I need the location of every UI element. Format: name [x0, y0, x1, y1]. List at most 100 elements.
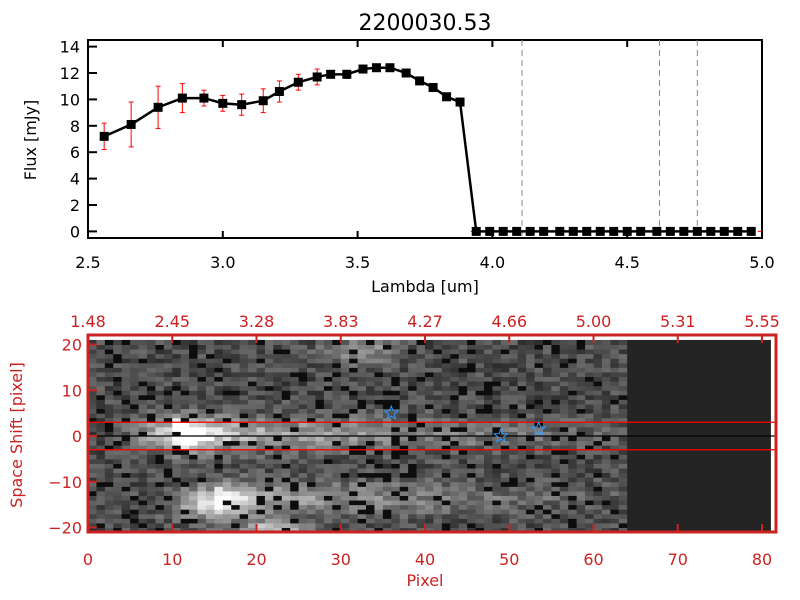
image-pixel	[197, 399, 207, 405]
image-pixel	[146, 472, 156, 478]
image-pixel	[669, 500, 679, 506]
image-pixel	[307, 454, 316, 460]
image-pixel	[425, 422, 434, 428]
image-pixel	[88, 362, 97, 368]
image-pixel	[534, 376, 544, 382]
image-pixel	[433, 371, 443, 378]
image-pixel	[155, 518, 165, 524]
image-pixel	[433, 344, 443, 350]
image-pixel	[745, 472, 755, 478]
image-pixel	[753, 358, 763, 364]
image-pixel	[660, 408, 670, 414]
image-pixel	[130, 495, 140, 501]
image-pixel	[635, 513, 645, 519]
image-pixel	[753, 504, 763, 510]
image-pixel	[644, 522, 653, 528]
image-pixel	[416, 376, 426, 382]
image-pixel	[652, 436, 662, 442]
image-pixel	[155, 481, 165, 487]
image-pixel	[273, 518, 283, 524]
image-pixel	[104, 381, 114, 387]
image-pixel	[391, 390, 401, 396]
image-pixel	[660, 472, 670, 478]
image-pixel	[475, 417, 485, 423]
image-pixel	[753, 371, 763, 378]
image-pixel	[374, 399, 384, 405]
image-pixel	[172, 349, 182, 355]
image-pixel	[256, 353, 266, 359]
image-pixel	[399, 449, 409, 455]
image-pixel	[425, 500, 434, 506]
image-pixel	[542, 495, 552, 501]
image-pixel	[517, 358, 527, 364]
image-pixel	[197, 381, 207, 387]
image-pixel	[576, 472, 586, 478]
image-pixel	[542, 513, 552, 519]
image-pixel	[281, 426, 291, 432]
image-pixel	[96, 399, 106, 405]
image-pixel	[172, 518, 182, 524]
image-pixel	[644, 426, 653, 432]
image-pixel	[585, 408, 594, 414]
image-pixel	[349, 381, 359, 387]
image-pixel	[652, 358, 662, 364]
image-pixel	[205, 490, 215, 496]
image-pixel	[425, 495, 434, 501]
image-pixel	[534, 472, 544, 478]
image-pixel	[660, 422, 670, 428]
image-pixel	[205, 477, 215, 483]
image-pixel	[669, 413, 679, 419]
image-pixel	[736, 339, 746, 345]
image-pixel	[509, 408, 519, 414]
image-pixel	[374, 463, 384, 469]
image-pixel	[736, 513, 746, 519]
image-pixel	[96, 486, 106, 492]
image-pixel	[366, 339, 375, 345]
image-pixel	[753, 527, 763, 533]
image-pixel	[568, 426, 578, 432]
image-pixel	[366, 394, 375, 400]
image-pixel	[130, 481, 140, 487]
image-pixel	[113, 408, 123, 414]
image-pixel	[315, 495, 325, 501]
image-pixel	[189, 440, 199, 446]
image-pixel	[762, 408, 771, 414]
image-pixel	[290, 403, 300, 410]
image-pixel	[677, 445, 687, 451]
image-pixel	[745, 358, 755, 364]
image-pixel	[298, 339, 308, 345]
image-pixel	[172, 367, 182, 373]
image-pixel	[627, 518, 637, 524]
image-pixel	[366, 518, 375, 524]
image-pixel	[762, 426, 771, 432]
image-pixel	[382, 458, 392, 464]
image-pixel	[146, 417, 156, 423]
image-pixel	[585, 490, 594, 496]
image-pixel	[332, 349, 342, 355]
image-pixel	[686, 385, 696, 391]
image-pixel	[214, 344, 224, 350]
image-pixel	[652, 454, 662, 460]
image-pixel	[483, 353, 493, 359]
image-pixel	[121, 394, 131, 400]
image-pixel	[441, 399, 451, 405]
image-pixel	[450, 367, 460, 373]
image-pixel	[618, 463, 628, 469]
image-pixel	[441, 486, 451, 492]
image-pixel	[391, 376, 401, 382]
image-pixel	[576, 436, 586, 442]
image-pixel	[652, 431, 662, 437]
image-pixel	[677, 399, 687, 405]
image-pixel	[492, 403, 502, 410]
image-pixel	[307, 518, 316, 524]
image-pixel	[509, 527, 519, 533]
image-pixel	[500, 413, 510, 419]
image-pixel	[290, 367, 300, 373]
image-pixel	[130, 472, 140, 478]
image-pixel	[416, 399, 426, 405]
image-pixel	[441, 422, 451, 428]
image-pixel	[467, 376, 477, 382]
image-pixel	[677, 376, 687, 382]
image-pixel	[728, 513, 738, 519]
image-pixel	[500, 463, 510, 469]
